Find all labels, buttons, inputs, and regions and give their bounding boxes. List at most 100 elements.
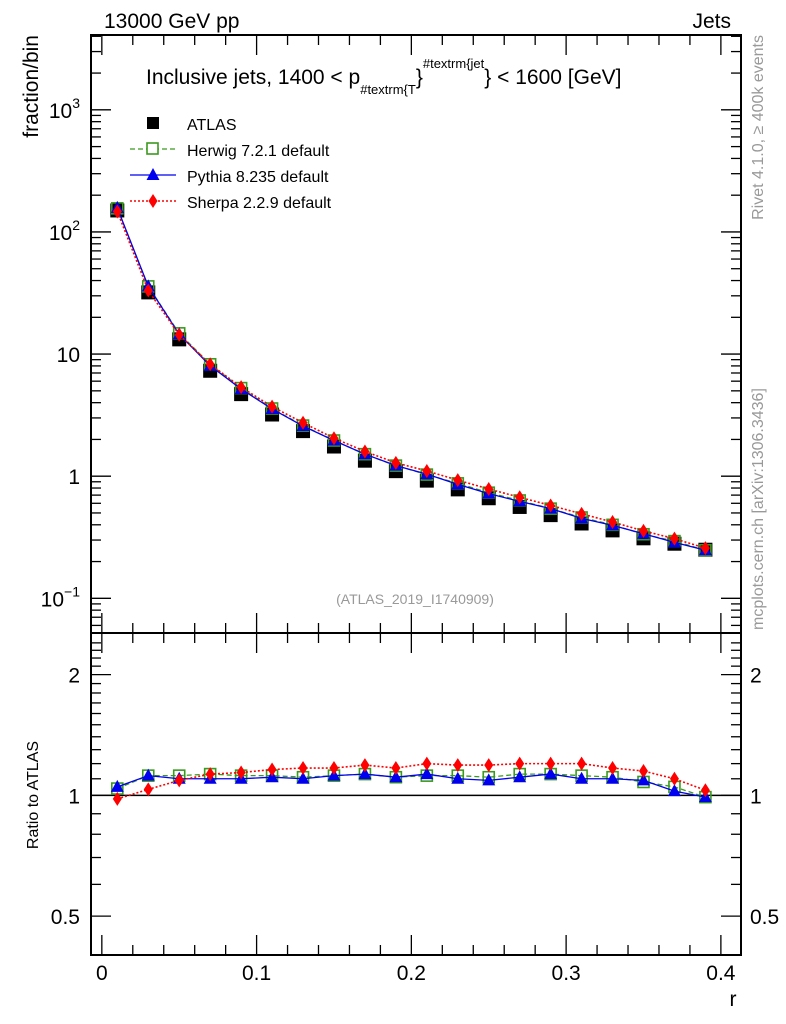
y-tick-label: 10 bbox=[57, 344, 80, 367]
x-tick-label: 0.2 bbox=[397, 962, 426, 985]
ratio-point-sherpa bbox=[700, 783, 710, 798]
ratio-point-sherpa bbox=[669, 771, 679, 786]
ratio-line-herwig bbox=[117, 773, 706, 798]
legend-marker-atlas bbox=[147, 117, 159, 129]
data-point-sherpa bbox=[360, 444, 370, 459]
ratio-point-pythia bbox=[420, 767, 434, 780]
ratio-point-sherpa bbox=[608, 761, 618, 776]
data-point-sherpa bbox=[453, 473, 463, 488]
legend-marker-pythia bbox=[146, 168, 160, 180]
ratio-point-sherpa bbox=[329, 761, 339, 776]
ratio-point-sherpa bbox=[577, 756, 587, 771]
ratio-point-sherpa bbox=[112, 791, 122, 806]
ratio-point-pythia bbox=[606, 771, 620, 784]
header-right: Jets bbox=[692, 10, 731, 33]
title-prefix: Inclusive jets, 1400 < p bbox=[146, 66, 360, 89]
ratio-point-sherpa bbox=[484, 758, 494, 773]
ratio-point-pythia bbox=[110, 779, 124, 792]
data-point-sherpa bbox=[484, 482, 494, 497]
ratio-tick-label-left: 2 bbox=[68, 665, 80, 688]
data-point-sherpa bbox=[700, 541, 710, 556]
analysis-label: (ATLAS_2019_I1740909) bbox=[336, 591, 494, 607]
data-point-sherpa bbox=[577, 506, 587, 521]
legend: ATLAS Herwig 7.2.1 default Pythia 8.235 … bbox=[130, 117, 332, 212]
ratio-point-pythia bbox=[544, 767, 558, 780]
data-point-sherpa bbox=[236, 380, 246, 395]
x-tick-label: 0 bbox=[96, 962, 108, 985]
ratio-tick-label-right: 2 bbox=[750, 665, 762, 688]
ratio-point-sherpa bbox=[174, 773, 184, 788]
data-point-sherpa bbox=[546, 498, 556, 513]
data-point-sherpa bbox=[515, 490, 525, 505]
data-point-sherpa bbox=[267, 399, 277, 414]
y-tick-label: 102 bbox=[49, 217, 80, 245]
ratio-point-sherpa bbox=[236, 765, 246, 780]
ratio-line-sherpa bbox=[117, 762, 706, 800]
ratio-tick-label-left: 1 bbox=[68, 785, 80, 808]
ratio-point-pythia bbox=[389, 770, 403, 783]
data-point-sherpa bbox=[391, 455, 401, 470]
ratio-y-axis-label: Ratio to ATLAS bbox=[25, 741, 42, 849]
ratio-point-sherpa bbox=[422, 756, 432, 771]
ratio-tick-label-left: 0.5 bbox=[51, 906, 80, 929]
legend-label-atlas: ATLAS bbox=[187, 117, 237, 134]
y-tick-label: 1 bbox=[68, 466, 80, 489]
ratio-point-pythia bbox=[358, 767, 372, 780]
ratio-point-sherpa bbox=[546, 756, 556, 771]
data-point-sherpa bbox=[298, 415, 308, 430]
ratio-point-pythia bbox=[637, 773, 650, 786]
legend-marker-herwig bbox=[146, 142, 159, 155]
title-suffix: } < 1600 [GeV] bbox=[484, 66, 621, 89]
ratio-point-pythia bbox=[667, 784, 681, 797]
ratio-frame bbox=[90, 632, 742, 956]
y-tick-label: 103 bbox=[49, 95, 80, 123]
x-tick-label: 0.1 bbox=[242, 962, 271, 985]
data-point-sherpa bbox=[174, 327, 184, 342]
ratio-point-sherpa bbox=[391, 761, 401, 776]
ratio-point-pythia bbox=[451, 771, 465, 784]
ratio-point-sherpa bbox=[267, 762, 277, 777]
ratio-point-pythia bbox=[141, 768, 155, 781]
ratio-point-sherpa bbox=[360, 758, 370, 773]
series-line-sherpa bbox=[116, 211, 706, 549]
data-point-sherpa bbox=[143, 283, 153, 298]
ratio-point-sherpa bbox=[515, 756, 525, 771]
ratio-point-pythia bbox=[482, 773, 496, 786]
legend-label-pythia: Pythia 8.235 default bbox=[187, 169, 329, 186]
ratio-tick-label-right: 1 bbox=[750, 785, 762, 808]
ratio-line-pythia bbox=[117, 773, 706, 798]
ratio-point-sherpa bbox=[205, 767, 215, 782]
series-line-herwig bbox=[116, 208, 706, 551]
header-left: 13000 GeV pp bbox=[104, 10, 239, 33]
data-point-sherpa bbox=[639, 523, 648, 538]
y-tick-label: 10−1 bbox=[41, 583, 81, 611]
data-point-sherpa bbox=[205, 357, 215, 372]
ratio-point-sherpa bbox=[298, 761, 308, 776]
ratio-point-pythia bbox=[575, 771, 589, 784]
legend-marker-sherpa bbox=[148, 194, 158, 208]
title-sup: #textrm{jet bbox=[423, 56, 485, 71]
legend-label-herwig: Herwig 7.2.1 default bbox=[187, 143, 330, 160]
ratio-point-sherpa bbox=[143, 782, 153, 797]
ratio-point-sherpa bbox=[453, 758, 463, 773]
ratio-point-sherpa bbox=[639, 764, 648, 779]
ratio-tick-label-right: 0.5 bbox=[750, 906, 779, 929]
data-point-sherpa bbox=[669, 531, 679, 546]
x-tick-label: 0.4 bbox=[706, 962, 736, 985]
x-axis-label: r bbox=[730, 988, 737, 1011]
data-point-sherpa bbox=[608, 515, 618, 530]
ratio-point-pythia bbox=[296, 771, 310, 784]
y-axis-label: fraction/bin bbox=[20, 35, 43, 138]
rivet-label: Rivet 4.1.0, ≥ 400k events bbox=[750, 35, 767, 220]
chart-title: Inclusive jets, 1400 < p#textrm{T}#textr… bbox=[146, 56, 621, 97]
title-brace: } bbox=[416, 66, 423, 89]
legend-label-sherpa: Sherpa 2.2.9 default bbox=[187, 195, 332, 212]
mcplots-label: mcplots.cern.ch [arXiv:1306.3436] bbox=[750, 388, 767, 630]
data-point-sherpa bbox=[422, 463, 432, 478]
data-point-sherpa bbox=[112, 204, 122, 219]
series-line-pythia bbox=[116, 207, 706, 551]
title-sub: #textrm{T bbox=[360, 82, 416, 97]
x-tick-label: 0.3 bbox=[552, 962, 581, 985]
